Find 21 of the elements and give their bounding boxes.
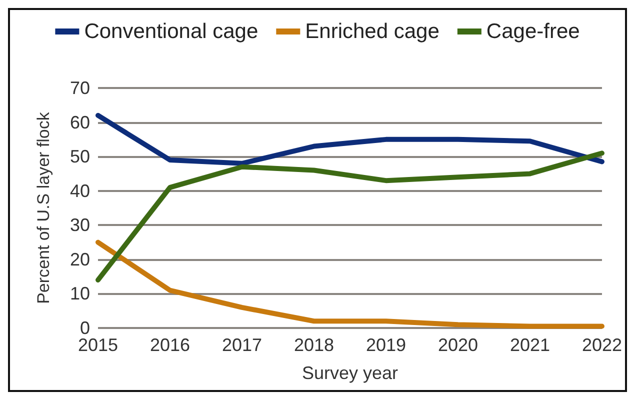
x-tick-label: 2020	[438, 335, 478, 355]
y-tick-label: 50	[70, 146, 90, 167]
y-tick-label: 20	[70, 249, 90, 270]
x-tick-label: 2017	[222, 335, 262, 355]
x-tick-label: 2022	[582, 335, 622, 355]
legend-label: Cage-free	[486, 20, 580, 43]
y-tick-label: 70	[70, 78, 90, 98]
y-tick-label: 60	[70, 112, 90, 132]
x-tick-label: 2019	[366, 335, 406, 355]
legend-label: Enriched cage	[305, 20, 440, 43]
x-tick-label: 2021	[510, 335, 550, 355]
x-tick-label: 2016	[150, 335, 190, 355]
y-tick-label: 10	[70, 284, 90, 304]
x-tick-label: 2015	[78, 335, 118, 355]
y-axis-title: Percent of U.S layer flock	[34, 112, 53, 304]
y-tick-label: 0	[80, 318, 90, 338]
x-axis-title: Survey year	[302, 363, 398, 383]
y-tick-label: 30	[70, 215, 90, 236]
legend-label: Conventional cage	[84, 20, 258, 43]
y-tick-label: 40	[70, 180, 90, 201]
x-tick-label: 2018	[294, 335, 334, 355]
